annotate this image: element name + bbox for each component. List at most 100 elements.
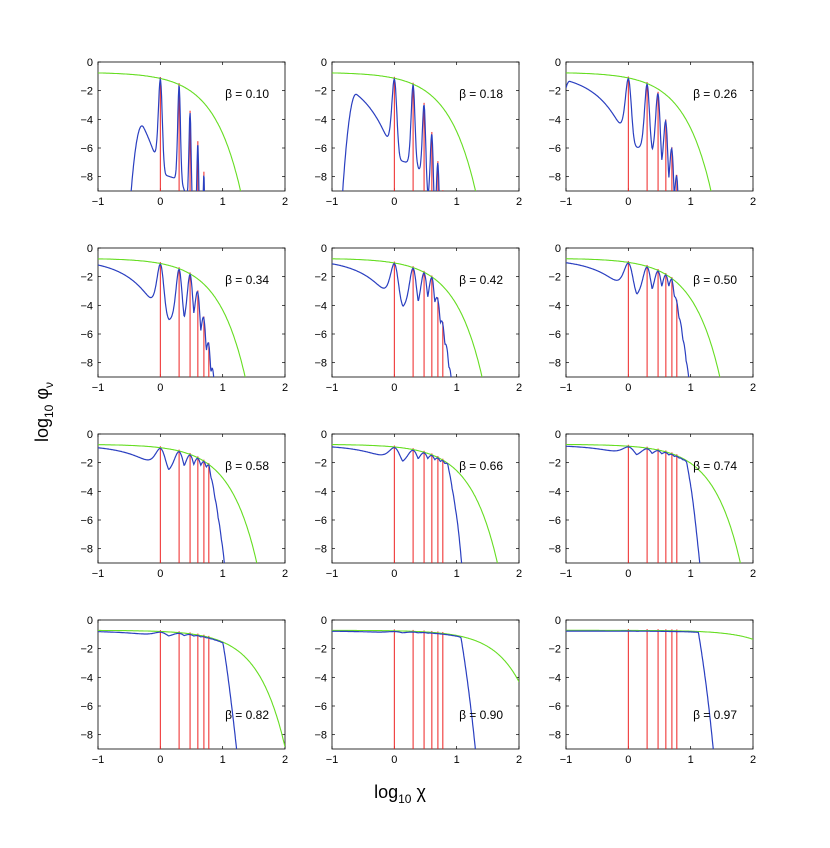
- y-tick-label: −2: [80, 458, 93, 470]
- y-tick-label: −6: [80, 329, 93, 341]
- envelope-curve: [566, 72, 712, 191]
- spectrum-curve: [566, 262, 690, 377]
- y-tick-label: −2: [548, 272, 561, 284]
- subplot-1: −1 0 1 2 0 −2 −4 −6 −8 β = 0.10: [80, 57, 288, 208]
- axes-box: [97, 619, 286, 750]
- y-tick-label: −8: [314, 544, 327, 556]
- x-tick-label: 0: [391, 382, 397, 394]
- x-tick-label: 2: [750, 196, 756, 208]
- x-tick-label: 0: [157, 382, 163, 394]
- envelope-curve: [566, 629, 753, 640]
- x-tick-label: 0: [157, 568, 163, 580]
- y-tick-label: −2: [548, 86, 561, 98]
- y-tick-label: 0: [87, 615, 93, 627]
- y-tick-label: 0: [87, 243, 93, 255]
- spectrum-curve: [332, 446, 463, 563]
- x-tick-label: −1: [92, 754, 105, 766]
- beta-label: β = 0.66: [459, 459, 503, 473]
- axes-box: [97, 433, 286, 564]
- y-tick-label: −4: [548, 114, 561, 126]
- plot-area: [332, 258, 483, 377]
- x-tick-label: 0: [391, 568, 397, 580]
- y-tick-label: −4: [314, 300, 327, 312]
- y-tick-label: 0: [555, 243, 561, 255]
- y-tick-label: −2: [80, 86, 93, 98]
- y-axis-title: log10 φν: [32, 382, 56, 442]
- y-tick-label: −8: [314, 172, 327, 184]
- beta-label: β = 0.34: [225, 273, 269, 287]
- x-tick-label: 2: [750, 568, 756, 580]
- envelope-curve: [98, 629, 285, 748]
- subplot-8: −1 0 1 2 0 −2 −4 −6 −8 β = 0.66: [314, 429, 522, 580]
- x-tick-label: 0: [157, 754, 163, 766]
- y-tick-label: −8: [314, 358, 327, 370]
- subplot-9: −1 0 1 2 0 −2 −4 −6 −8 β = 0.74: [548, 429, 756, 580]
- axes-box: [565, 61, 754, 192]
- x-tick-label: 2: [516, 568, 522, 580]
- x-tick-label: 2: [750, 754, 756, 766]
- y-tick-label: 0: [555, 615, 561, 627]
- x-tick-label: 1: [454, 196, 460, 208]
- envelope-curve: [332, 444, 498, 563]
- x-tick-label: 2: [516, 196, 522, 208]
- x-tick-label: 1: [220, 196, 226, 208]
- subplot-11: −1 0 1 2 0 −2 −4 −6 −8 β = 0.90: [314, 615, 522, 766]
- x-tick-label: 2: [282, 196, 288, 208]
- axes-box: [331, 619, 520, 750]
- x-tick-label: −1: [560, 196, 573, 208]
- x-tick-label: 1: [688, 754, 694, 766]
- y-tick-label: −4: [548, 486, 561, 498]
- y-tick-label: 0: [321, 243, 327, 255]
- y-tick-label: −8: [548, 172, 561, 184]
- y-tick-label: 0: [321, 615, 327, 627]
- envelope-curve: [332, 629, 519, 683]
- x-tick-label: 1: [688, 568, 694, 580]
- y-tick-label: −4: [314, 672, 327, 684]
- x-tick-label: −1: [326, 382, 339, 394]
- y-tick-label: −4: [314, 114, 327, 126]
- envelope-curve: [332, 258, 483, 377]
- subplot-grid: −1 0 1 2 0 −2 −4 −6 −8 β = 0.10 −1 0 1 2 0 −2 −4 −6 −8 β = …: [80, 57, 756, 766]
- y-tick-label: −2: [314, 272, 327, 284]
- y-tick-label: 0: [321, 429, 327, 441]
- spectrum-curve: [332, 630, 476, 749]
- x-tick-label: 1: [220, 568, 226, 580]
- x-tick-label: −1: [560, 754, 573, 766]
- envelope-curve: [332, 72, 477, 191]
- beta-label: β = 0.42: [459, 273, 503, 287]
- plot-area: [566, 628, 753, 749]
- y-tick-label: −6: [314, 701, 327, 713]
- x-tick-label: 1: [454, 754, 460, 766]
- x-tick-label: 0: [625, 754, 631, 766]
- y-tick-label: −8: [548, 358, 561, 370]
- y-tick-label: −2: [548, 458, 561, 470]
- x-tick-label: 0: [625, 382, 631, 394]
- subplot-3: −1 0 1 2 0 −2 −4 −6 −8 β = 0.26: [548, 57, 756, 208]
- plot-area: [98, 258, 246, 377]
- y-tick-label: −6: [80, 701, 93, 713]
- spectrum-curve: [98, 631, 238, 749]
- y-tick-label: −6: [548, 515, 561, 527]
- beta-label: β = 0.82: [225, 708, 269, 722]
- x-tick-label: 1: [220, 382, 226, 394]
- beta-label: β = 0.90: [459, 708, 503, 722]
- subplot-2: −1 0 1 2 0 −2 −4 −6 −8 β = 0.18: [314, 57, 522, 208]
- spectrum-curve: [130, 77, 205, 191]
- y-tick-label: −6: [314, 515, 327, 527]
- beta-label: β = 0.74: [693, 459, 737, 473]
- y-tick-label: −2: [80, 272, 93, 284]
- spectrum-curve: [332, 263, 452, 377]
- y-tick-label: −2: [314, 644, 327, 656]
- plot-area: [566, 258, 721, 377]
- beta-label: β = 0.58: [225, 459, 269, 473]
- x-tick-label: 1: [688, 382, 694, 394]
- x-tick-label: 0: [625, 568, 631, 580]
- x-tick-label: 0: [625, 196, 631, 208]
- y-tick-label: −8: [80, 730, 93, 742]
- x-tick-label: 0: [391, 196, 397, 208]
- x-tick-label: 2: [516, 382, 522, 394]
- y-tick-label: −6: [80, 143, 93, 155]
- y-tick-label: −4: [80, 300, 93, 312]
- x-tick-label: 1: [454, 382, 460, 394]
